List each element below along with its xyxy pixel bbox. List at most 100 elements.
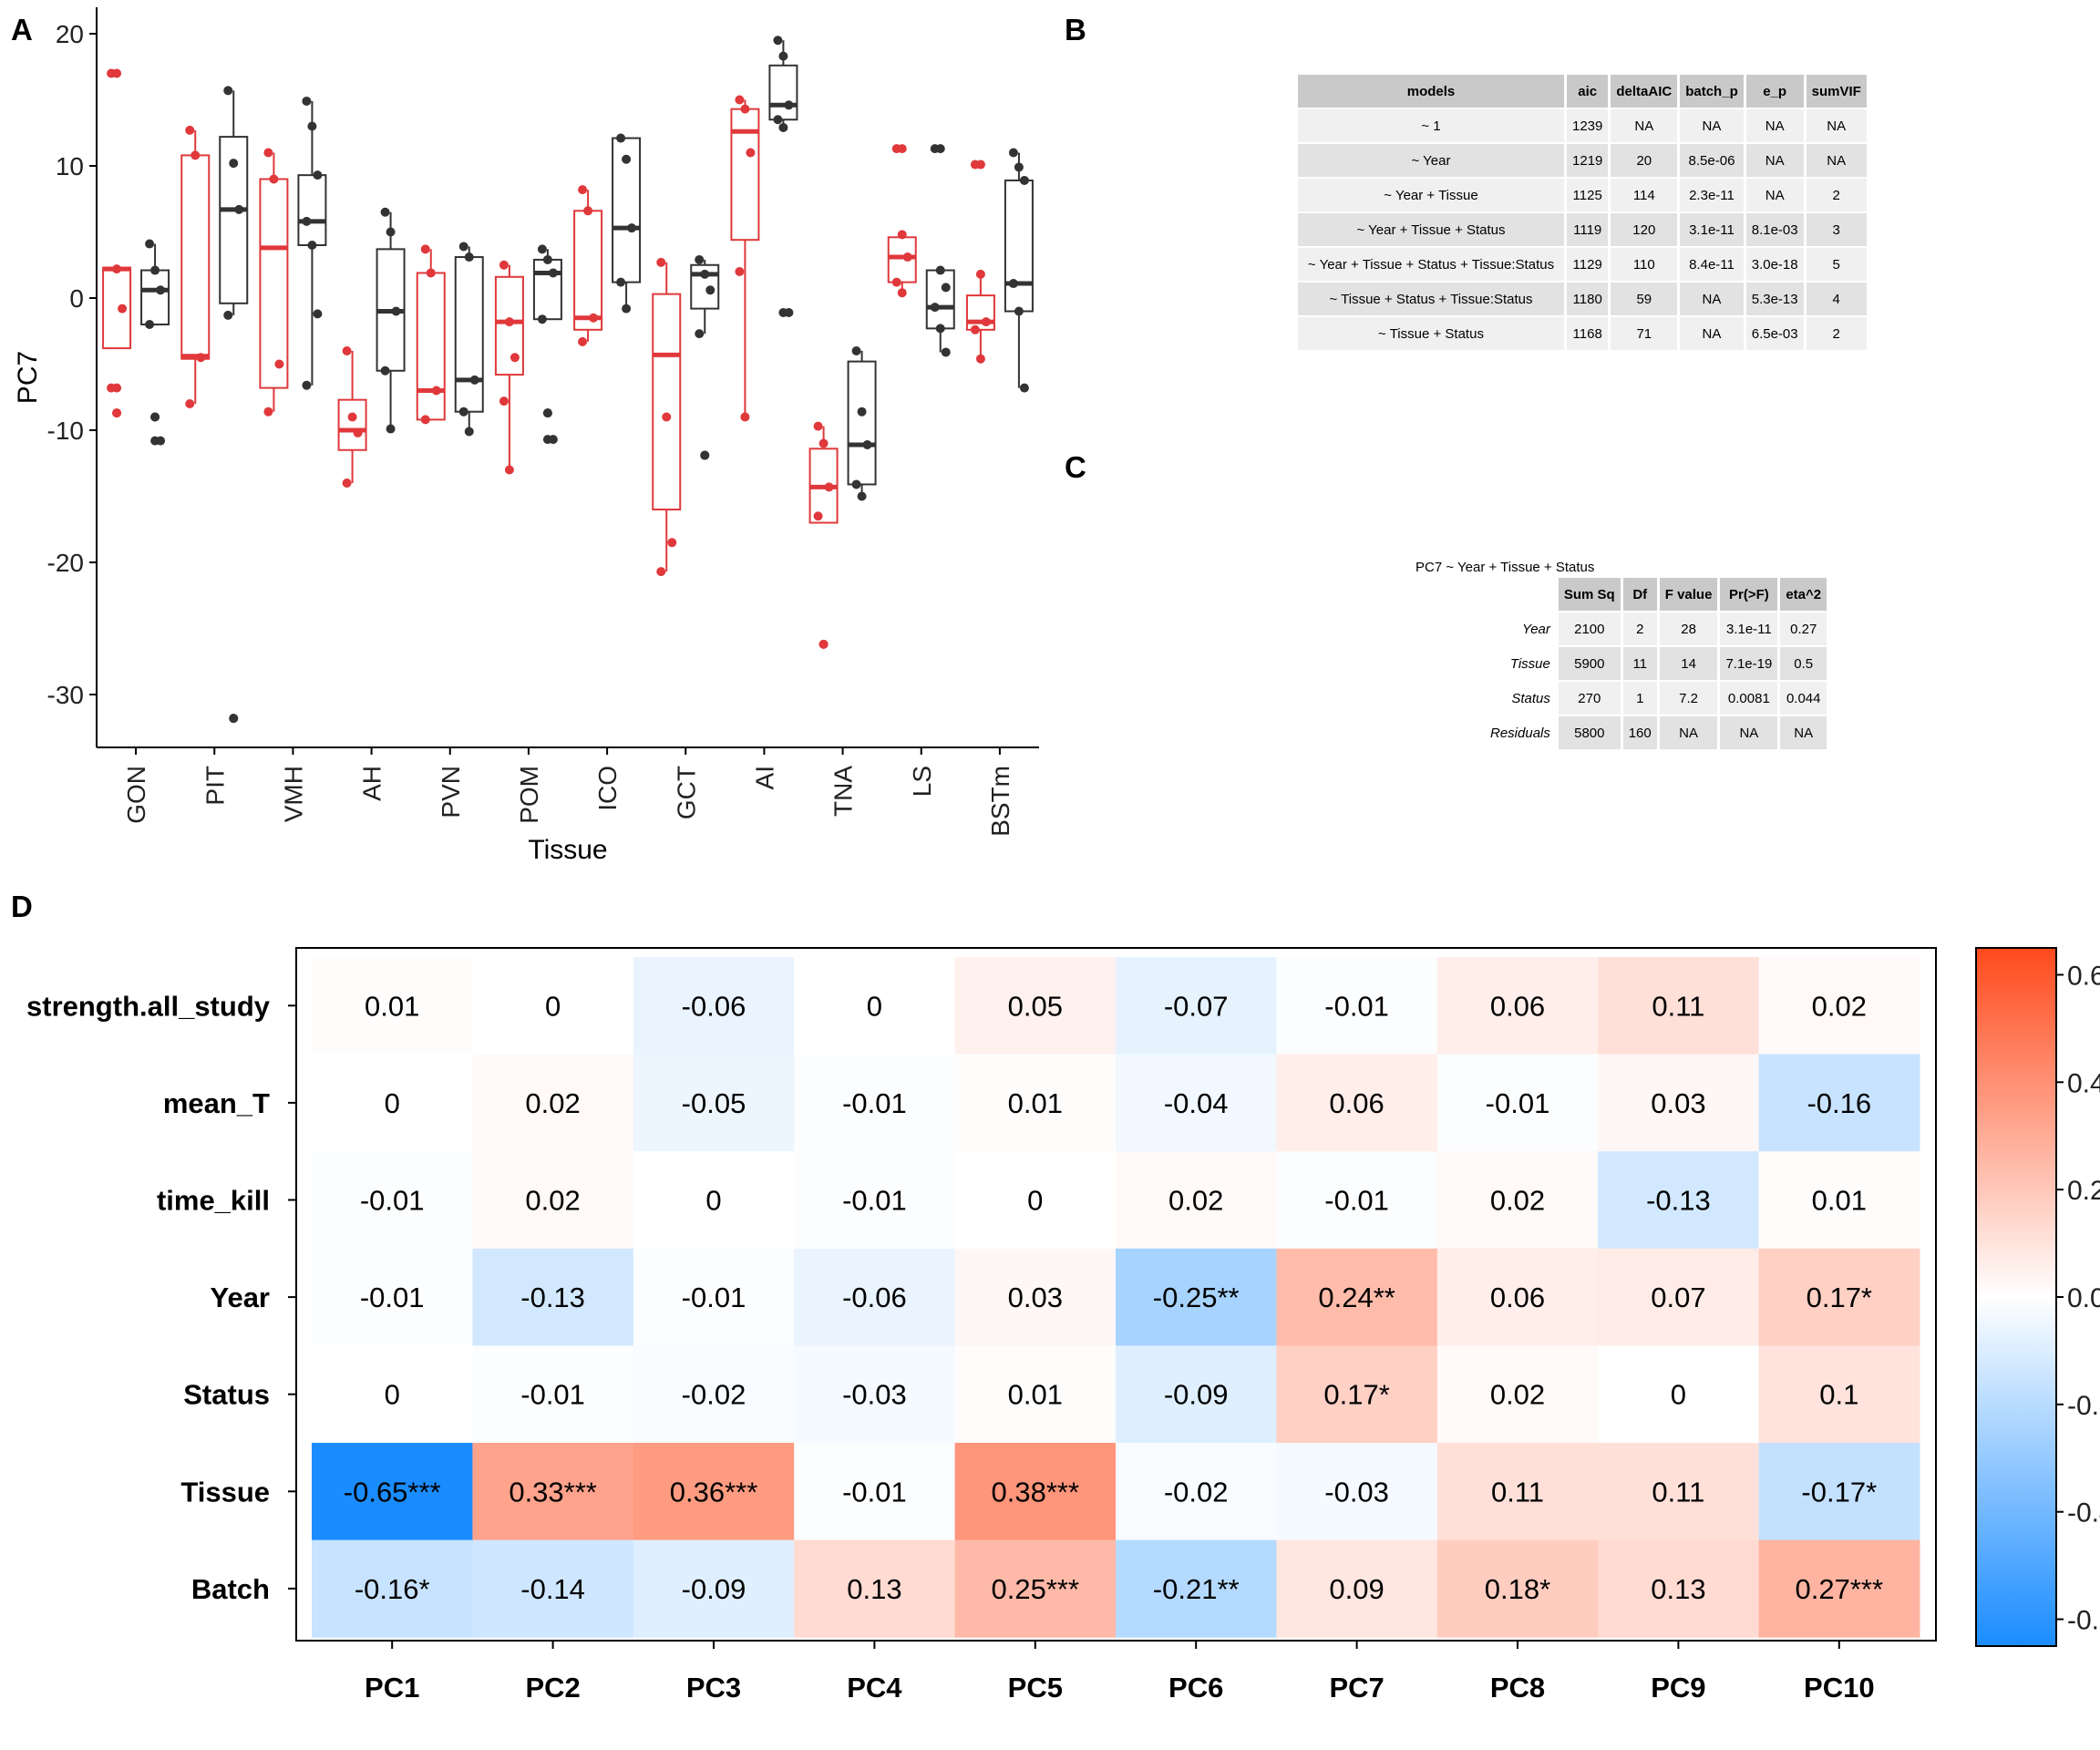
anova-row-label: Status [1485, 682, 1556, 715]
data-point-ls-dark [930, 303, 940, 313]
heatmap-cell [1276, 1443, 1438, 1541]
row-label-status: Status [183, 1379, 270, 1411]
x-tick-label-pom: POM [515, 766, 543, 824]
data-point-pom-red [499, 260, 509, 270]
box-bstm-red [965, 294, 995, 331]
legend-tick-label: 0.0 [2067, 1283, 2100, 1313]
anova-table-cell: 2 [1622, 612, 1657, 645]
data-point-pvn-dark [469, 375, 479, 385]
model-table-cell: ~ Tissue + Status [1298, 317, 1564, 350]
column-label-pc10: PC10 [1804, 1672, 1875, 1704]
model-table-cell: 3.1e-11 [1680, 213, 1744, 246]
heatmap-cell [472, 957, 634, 1055]
data-point-gon-dark [145, 320, 155, 329]
heatmap-cell-label: -0.13 [520, 1282, 585, 1313]
heatmap-cell [1436, 957, 1599, 1055]
anova-table-cell: 0.044 [1780, 682, 1827, 715]
model-table-header: e_p [1745, 75, 1804, 108]
data-point-ai-dark [778, 51, 788, 61]
box-ai-red [730, 108, 760, 242]
heatmap-cell [312, 1248, 473, 1346]
data-point-pom-dark [537, 314, 547, 324]
heatmap-cell-label: -0.25** [1153, 1282, 1240, 1313]
column-label-pc2: PC2 [525, 1672, 580, 1704]
heatmap-cell [794, 1248, 956, 1346]
model-table-header: batch_p [1680, 75, 1744, 108]
heatmap-cell-label: 0.18* [1485, 1573, 1550, 1605]
data-point-ico-dark [616, 133, 626, 143]
heatmap-cell [1598, 1248, 1760, 1346]
model-table-cell: 120 [1611, 213, 1678, 246]
data-point-pvn-dark [458, 242, 468, 252]
anova-table-header: Sum Sq [1558, 578, 1621, 611]
anova-table-cell: NA [1720, 716, 1778, 749]
heatmap-cell-label: -0.01 [1324, 1185, 1389, 1217]
data-point-pvn-red [426, 268, 436, 278]
heatmap-cell-label: -0.01 [842, 1087, 907, 1119]
data-point-ico-dark [622, 304, 632, 314]
anova-table-header: F value [1659, 578, 1718, 611]
heatmap-cell [1436, 1443, 1599, 1541]
column-label-pc1: PC1 [365, 1672, 419, 1704]
heatmap-cell-label: -0.01 [520, 1379, 585, 1411]
data-point-pvn-dark [464, 427, 474, 437]
box-gct-dark [690, 263, 720, 310]
y-tick-label: 10 [56, 152, 84, 180]
column-label-pc4: PC4 [847, 1672, 902, 1704]
heatmap-cell-label: 0.27*** [1796, 1573, 1884, 1605]
model-table-cell: 1168 [1567, 317, 1609, 350]
heatmap-cell [633, 1248, 795, 1346]
y-axis-title: PC7 [13, 351, 43, 404]
data-point-vmh-red [263, 407, 273, 417]
model-table-cell: NA [1745, 179, 1804, 211]
model-table-cell: NA [1806, 144, 1867, 177]
data-point-bstm-red [975, 269, 985, 279]
box-ico-dark [612, 137, 642, 283]
data-point-ls-dark [935, 265, 945, 275]
data-point-tna-dark [857, 407, 867, 417]
model-table-cell: 5 [1806, 248, 1867, 281]
panel-label-a: A [11, 13, 33, 46]
heatmap-cell-label: -0.02 [1164, 1476, 1229, 1508]
data-point-gct-red [656, 567, 666, 577]
panel-label-c: C [1065, 450, 1086, 484]
anova-table-row: Tissue 5900 11 14 7.1e-19 0.5 [1485, 647, 1827, 680]
model-table-row: ~ Year + Tissue + Status + Tissue:Status… [1298, 248, 1867, 281]
legend-tick-label: -0.4 [2067, 1498, 2100, 1529]
panel-label-b: B [1065, 13, 1086, 46]
heatmap-cell [472, 1443, 634, 1541]
y-tick-label: -10 [47, 417, 84, 445]
model-table-row: ~ Year + Tissue + Status 1119 120 3.1e-11 8.… [1298, 213, 1867, 246]
model-table-cell: 8.5e-06 [1680, 144, 1744, 177]
data-point-bstm-red [981, 317, 991, 327]
anova-row-label: Year [1485, 612, 1556, 645]
heatmap-cell [1758, 1539, 1920, 1638]
box-vmh-red [259, 178, 289, 389]
data-point-pvn-dark [464, 252, 474, 262]
heatmap-cell [954, 1539, 1117, 1638]
anova-table-cell: NA [1780, 716, 1827, 749]
column-label-pc6: PC6 [1168, 1672, 1223, 1704]
heatmap-cell [1276, 1151, 1438, 1250]
data-point-ah-red [342, 346, 352, 355]
heatmap-cell-label: 0.09 [1329, 1573, 1384, 1605]
data-point-pit-dark [223, 310, 233, 320]
heatmap-cell-label: 0.07 [1651, 1282, 1705, 1313]
model-table-cell: 1180 [1567, 283, 1609, 315]
box-ls-dark [925, 269, 955, 330]
data-point-pit-red [196, 353, 206, 363]
data-point-pom-red [504, 465, 514, 475]
x-tick-label-vmh: VMH [279, 766, 307, 822]
x-axis-title: Tissue [528, 835, 607, 865]
data-point-tna-red [813, 421, 823, 431]
heatmap-cell [1276, 1345, 1438, 1444]
anova-table-cell: 5900 [1558, 647, 1621, 680]
box-pvn-dark [454, 256, 484, 413]
model-table-cell: 3 [1806, 213, 1867, 246]
model-table-cell: ~ Year + Tissue + Status [1298, 213, 1564, 246]
data-point-gct-red [656, 257, 666, 267]
heatmap-cell [794, 1345, 956, 1444]
data-point-ls-red [891, 277, 901, 287]
data-point-ai-red [735, 267, 745, 276]
data-point-ico-red [578, 336, 588, 346]
